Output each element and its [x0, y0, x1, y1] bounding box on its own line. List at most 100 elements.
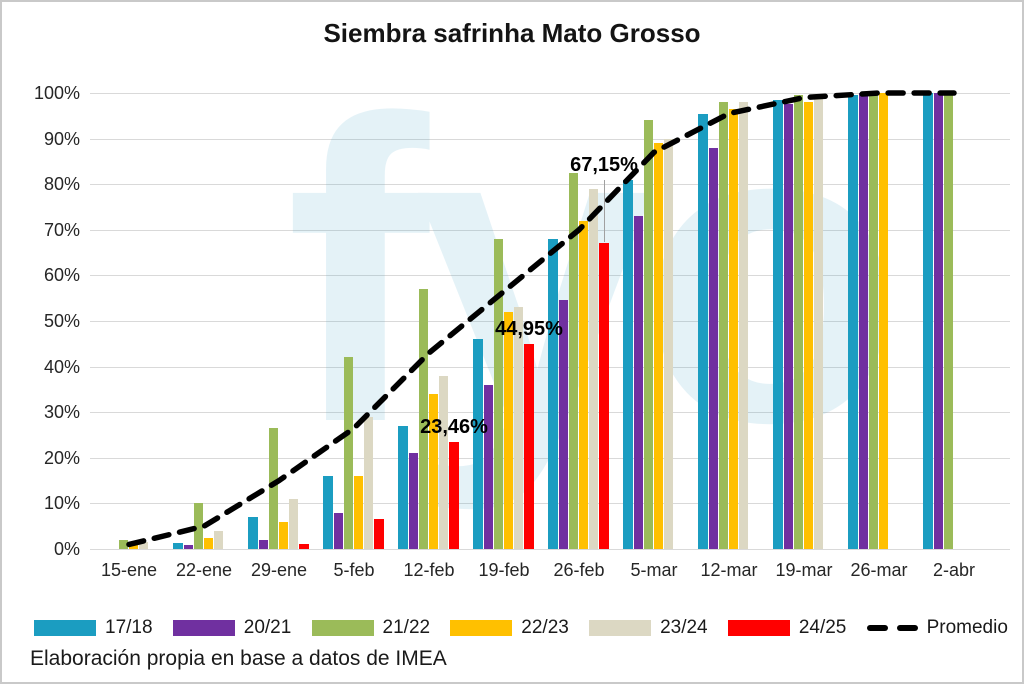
bar-22-23-19-feb — [504, 311, 514, 549]
bar-23-24-19-feb — [514, 307, 524, 549]
x-axis-tick-label: 22-ene — [175, 560, 233, 580]
legend-item-24-25: 24/25 — [727, 617, 847, 639]
bar-17-18-5-feb — [323, 476, 333, 549]
bar-20-21-22-ene — [183, 545, 193, 549]
bar-21-22-29-ene — [268, 428, 279, 549]
label-leader-line — [604, 179, 606, 242]
bar-21-22-19-feb — [493, 238, 504, 549]
bar-17-18-5-mar — [623, 179, 633, 549]
y-axis-tick-label: 70% — [43, 219, 80, 240]
bar-23-24-26-feb — [589, 188, 599, 549]
bar-23-24-15-ene — [139, 542, 149, 549]
bar-17-18-12-feb — [398, 425, 408, 549]
bar-24-25-29-ene — [299, 544, 309, 549]
y-axis-tick-label: 20% — [43, 447, 80, 468]
bar-17-18-22-ene — [173, 543, 183, 549]
legend-label: 17/18 — [105, 617, 153, 638]
bar-22-23-22-ene — [204, 537, 214, 549]
bar-20-21-29-ene — [258, 539, 268, 549]
legend-swatch-24-25 — [727, 620, 790, 636]
legend-label: 20/21 — [243, 617, 292, 638]
legend-item-21-22: 21/22 — [311, 617, 430, 639]
x-axis-tick-label: 19-mar — [775, 560, 833, 580]
bar-20-21-19-feb — [483, 384, 493, 549]
bar-21-22-22-ene — [193, 503, 204, 549]
legend-label-promedio: Promedio — [926, 617, 1008, 638]
legend-item-promedio: Promedio — [866, 617, 1008, 639]
dash-glyph — [896, 625, 918, 631]
bar-21-22-5-mar — [643, 120, 654, 549]
bar-20-21-2-abr — [933, 93, 943, 549]
bar-21-22-26-mar — [868, 93, 879, 549]
bar-23-24-29-ene — [289, 498, 299, 549]
bar-22-23-19-mar — [804, 102, 814, 549]
legend-swatch-23-24 — [589, 620, 652, 636]
x-axis-tick-label: 26-feb — [553, 560, 605, 580]
legend-item-20-21: 20/21 — [172, 617, 292, 639]
bar-20-21-5-feb — [333, 512, 343, 549]
y-axis-tick-label: 80% — [43, 174, 80, 195]
bar-21-22-5-feb — [343, 357, 354, 549]
bar-24-25-26-feb — [599, 242, 609, 549]
bar-17-18-12-mar — [698, 113, 708, 549]
bar-17-18-26-mar — [848, 95, 858, 549]
bar-20-21-12-mar — [708, 147, 718, 549]
bar-22-23-12-mar — [729, 108, 739, 549]
y-axis-tick-label: 50% — [43, 311, 80, 331]
x-axis-tick-label: 29-ene — [250, 560, 308, 580]
bar-23-24-12-mar — [739, 102, 749, 549]
source-note: Elaboración propia en base a datos de IM… — [30, 647, 447, 670]
dash-glyph — [866, 625, 888, 631]
legend-item-23-24: 23/24 — [589, 617, 708, 639]
x-axis-tick-label: 19-feb — [478, 560, 530, 580]
legend-swatch-17-18 — [34, 620, 96, 636]
y-axis-tick-label: 100% — [33, 83, 80, 103]
chart-title: Siembra safrinha Mato Grosso — [323, 18, 701, 48]
bar-21-22-15-ene — [118, 539, 129, 549]
legend-label: 24/25 — [798, 617, 847, 638]
bar-20-21-26-mar — [858, 93, 868, 549]
x-axis-tick-label: 5-mar — [630, 560, 678, 580]
legend-item-22-23: 22/23 — [450, 617, 569, 639]
bar-21-22-26-feb — [568, 172, 579, 549]
data-label-26-feb: 67,15% — [570, 153, 638, 176]
legend-dash-sample — [866, 625, 918, 631]
y-axis-tick-label: 0% — [53, 539, 80, 559]
bar-22-23-5-feb — [354, 476, 364, 549]
bar-22-23-26-feb — [579, 220, 589, 549]
y-axis-tick-label: 40% — [43, 356, 80, 377]
bar-17-18-19-mar — [773, 99, 783, 549]
legend-swatch-21-22 — [311, 620, 374, 636]
legend-label: 22/23 — [521, 617, 569, 638]
bar-22-23-15-ene — [129, 544, 139, 549]
legend-swatch-20-21 — [172, 620, 235, 636]
bar-20-21-19-mar — [783, 104, 793, 549]
legend-label: 23/24 — [660, 617, 708, 638]
x-axis-tick-label: 5-feb — [333, 560, 375, 580]
bar-23-24-5-feb — [364, 416, 374, 549]
y-axis-tick-label: 30% — [43, 402, 80, 423]
bar-23-24-5-mar — [664, 138, 674, 549]
y-axis-tick-label: 10% — [43, 493, 80, 514]
y-axis-tick-label: 90% — [43, 128, 80, 149]
bar-24-25-5-feb — [374, 519, 384, 549]
legend-item-17-18: 17/18 — [34, 617, 153, 639]
legend: 17/18 20/21 21/22 22/23 23/24 24/25 Promedio — [34, 617, 1008, 639]
data-label-12-feb: 23,46% — [420, 416, 488, 439]
bar-17-18-26-feb — [548, 238, 558, 549]
bar-17-18-29-ene — [248, 517, 258, 549]
bar-21-22-19-mar — [793, 95, 804, 549]
bar-23-24-19-mar — [814, 97, 824, 549]
y-axis-tick-label: 60% — [43, 265, 80, 286]
bar-17-18-2-abr — [923, 93, 933, 549]
bar-23-24-12-feb — [439, 375, 449, 549]
bar-23-24-22-ene — [214, 530, 224, 549]
bar-21-22-2-abr — [943, 93, 954, 549]
bar-17-18-19-feb — [473, 339, 483, 549]
gridline-0% — [90, 549, 1010, 550]
bar-20-21-12-feb — [408, 453, 418, 549]
bar-21-22-12-mar — [718, 102, 729, 549]
bar-22-23-29-ene — [279, 521, 289, 549]
x-axis-tick-label: 12-mar — [700, 560, 758, 580]
bar-22-23-26-mar — [879, 93, 889, 549]
